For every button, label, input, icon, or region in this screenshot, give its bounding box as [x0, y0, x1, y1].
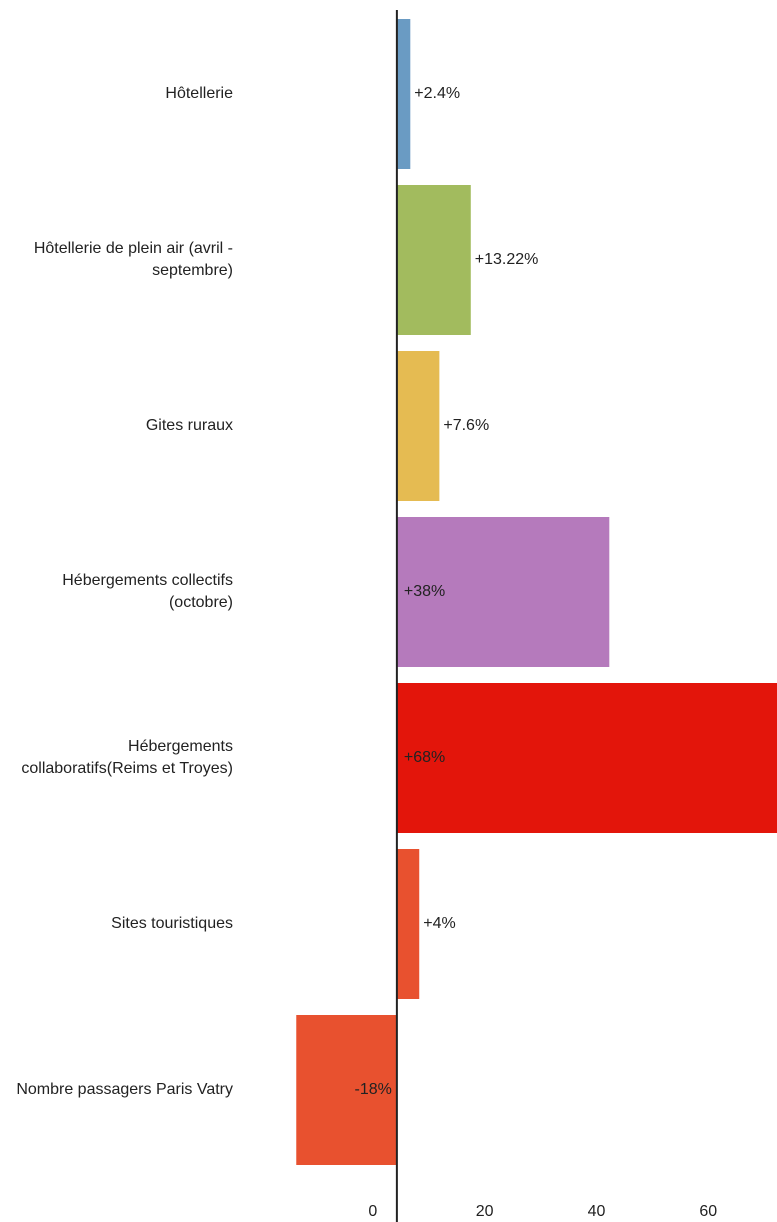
x-tick-label: 40 — [588, 1203, 606, 1220]
value-label: +7.6% — [443, 417, 489, 434]
x-tick-label: 20 — [476, 1203, 494, 1220]
x-tick-label: 0 — [368, 1203, 377, 1220]
bar — [296, 1015, 397, 1165]
category-label: Sites touristiques — [111, 915, 233, 932]
category-label: Hôtellerie de plein air (avril -septembr… — [34, 240, 233, 279]
value-label: +68% — [404, 749, 445, 766]
category-label: Gites ruraux — [146, 417, 233, 434]
category-label: Hébergements collaboratifs(Reims et Troye… — [21, 738, 233, 777]
bar — [396, 849, 420, 999]
bar — [396, 351, 440, 501]
category-label: Hôtellerie — [165, 85, 233, 102]
value-label: +4% — [423, 915, 455, 932]
value-label: +38% — [404, 583, 445, 600]
value-label: +13.22% — [475, 251, 539, 268]
bar — [396, 19, 411, 169]
value-label: -18% — [355, 1081, 392, 1098]
bar — [396, 683, 777, 833]
bar — [396, 517, 610, 667]
category-label: Nombre passagers Paris Vatry — [16, 1081, 233, 1098]
value-label: +2.4% — [414, 85, 460, 102]
x-tick-label: 60 — [699, 1203, 717, 1220]
category-label: Hébergements collectifs (octobre) — [62, 572, 233, 611]
bar — [396, 185, 471, 335]
